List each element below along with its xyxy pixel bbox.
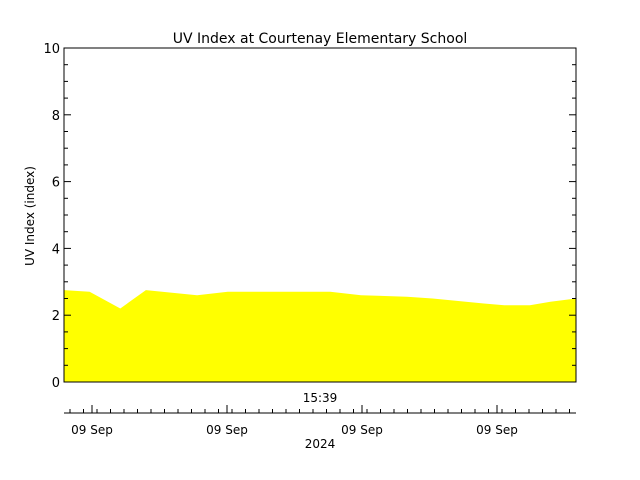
- y-tick-label: 4: [52, 242, 60, 257]
- area-layer: [64, 290, 576, 382]
- time-label: 15:39: [303, 391, 338, 405]
- date-axis: 09 Sep 09 Sep 09 Sep 09 Sep: [64, 405, 576, 437]
- date-tick-label: 09 Sep: [71, 423, 113, 437]
- y-tick-label: 0: [52, 376, 60, 391]
- y-tick-label: 2: [52, 309, 60, 324]
- date-tick-label: 09 Sep: [206, 423, 248, 437]
- y-axis-label: UV Index (index): [23, 166, 37, 266]
- axes-layer: 0 2 4 6 8 10: [43, 42, 577, 391]
- y-tick-label: 6: [52, 176, 60, 191]
- date-tick-label: 09 Sep: [476, 423, 518, 437]
- y-tick-label: 10: [43, 42, 60, 57]
- uv-area-series-0: [64, 290, 576, 382]
- chart-title: UV Index at Courtenay Elementary School: [173, 31, 468, 47]
- y-tick-label: 8: [52, 109, 60, 124]
- date-tick-label: 09 Sep: [341, 423, 383, 437]
- year-label: 2024: [305, 437, 336, 451]
